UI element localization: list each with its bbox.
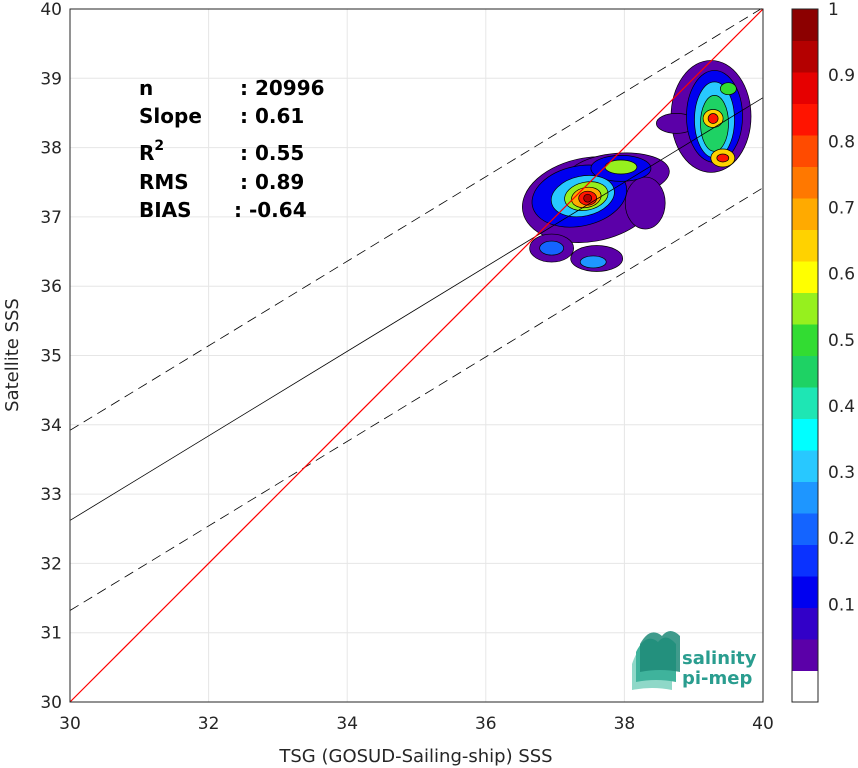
y-tick-label: 37 xyxy=(40,208,62,228)
stats-box: n : 20996 Slope : 0.61 R2 : 0.55 RMS : 0… xyxy=(139,76,325,222)
density-contour xyxy=(719,82,737,96)
colorbar-segment xyxy=(792,639,818,671)
y-tick-label: 39 xyxy=(40,69,62,89)
stat-bias-label: BIAS xyxy=(139,198,192,222)
lower-envelope-line xyxy=(69,187,764,611)
logo-line1: salinity xyxy=(682,648,757,669)
x-tick-label: 32 xyxy=(198,714,220,734)
y-tick-label: 35 xyxy=(40,347,62,367)
colorbar-segment xyxy=(792,513,818,545)
colorbar-tick-label: 0.4 xyxy=(828,397,855,417)
y-tick-label: 38 xyxy=(40,139,62,159)
regression-line xyxy=(69,97,764,521)
y-tick-label: 30 xyxy=(40,693,62,713)
colorbar-segment xyxy=(792,481,818,514)
stat-n-label: n xyxy=(139,76,153,100)
x-tick-label: 34 xyxy=(336,714,358,734)
colorbar-tick-label: 0.7 xyxy=(828,198,855,218)
colorbar-segment xyxy=(792,670,818,703)
colorbar-tick-label: 1 xyxy=(828,0,839,20)
colorbar-ticks: 0.1 0.2 0.3 0.4 0.5 0.6 0.7 0.8 0.9 1 xyxy=(828,0,855,615)
colorbar-segment xyxy=(792,387,818,419)
upper-envelope-line xyxy=(69,7,764,431)
y-tick-label: 36 xyxy=(40,277,62,297)
y-tick-label: 32 xyxy=(40,554,62,574)
stat-rms-value: : 0.89 xyxy=(240,170,304,194)
density-contour xyxy=(539,240,564,256)
colorbar xyxy=(791,8,819,703)
colorbar-segment xyxy=(792,261,818,293)
density-contour xyxy=(707,113,719,124)
wave-logo-icon xyxy=(632,631,680,690)
stat-rms-label: RMS xyxy=(139,170,189,194)
stat-bias-value: : -0.64 xyxy=(234,198,307,222)
colorbar-segment xyxy=(792,544,818,577)
density-contour xyxy=(624,176,666,230)
colorbar-segment xyxy=(792,9,818,41)
colorbar-segment xyxy=(792,135,818,167)
density-contour xyxy=(579,255,607,269)
colorbar-tick-label: 0.6 xyxy=(828,265,855,285)
y-tick-label: 33 xyxy=(40,485,62,505)
one-to-one-line xyxy=(69,8,764,703)
colorbar-segment xyxy=(792,72,818,104)
colorbar-tick-label: 0.8 xyxy=(828,132,855,152)
colorbar-segment xyxy=(792,450,818,482)
x-axis-label: TSG (GOSUD-Sailing-ship) SSS xyxy=(278,746,552,767)
colorbar-segment xyxy=(792,198,818,230)
colorbar-tick-label: 0.3 xyxy=(828,463,855,483)
density-contour xyxy=(583,193,593,203)
colorbar-segment xyxy=(792,103,818,136)
x-tick-label: 40 xyxy=(752,714,774,734)
stat-slope-label: Slope xyxy=(139,104,202,128)
stat-r2-sup: 2 xyxy=(154,138,164,154)
x-axis-ticks: 30 32 34 36 38 40 xyxy=(59,714,774,734)
colorbar-segment xyxy=(792,418,818,451)
y-tick-label: 34 xyxy=(40,416,62,436)
colorbar-segment xyxy=(792,355,818,388)
y-tick-label: 40 xyxy=(40,0,62,20)
stat-slope-value: : 0.61 xyxy=(240,104,304,128)
stat-r2-label: R2 xyxy=(139,138,164,165)
reference-lines xyxy=(69,7,764,703)
colorbar-segment xyxy=(792,576,818,608)
colorbar-tick-label: 0.5 xyxy=(828,331,855,351)
salinity-pimep-logo: salinity pi-mep xyxy=(632,631,757,690)
y-tick-label: 31 xyxy=(40,624,62,644)
colorbar-segment xyxy=(792,166,818,199)
colorbar-segment xyxy=(792,607,818,640)
colorbar-tick-label: 0.2 xyxy=(828,529,855,549)
colorbar-segment xyxy=(792,324,818,356)
stat-n-value: : 20996 xyxy=(240,76,325,100)
colorbar-tick-label: 0.1 xyxy=(828,595,855,615)
colorbar-tick-label: 0.9 xyxy=(828,66,855,86)
plot-frame xyxy=(69,8,764,703)
colorbar-frame xyxy=(791,8,819,703)
x-tick-label: 30 xyxy=(59,714,81,734)
density-contour xyxy=(716,153,730,163)
y-axis-label: Satellite SSS xyxy=(2,298,23,412)
x-tick-label: 36 xyxy=(475,714,497,734)
stat-r2-base: R xyxy=(139,141,154,165)
colorbar-segment xyxy=(792,40,818,73)
logo-line2: pi-mep xyxy=(682,668,752,689)
stat-r2-value: : 0.55 xyxy=(240,141,304,165)
colorbar-segment xyxy=(792,229,818,262)
density-contours xyxy=(522,60,752,272)
colorbar-segment xyxy=(792,292,818,325)
y-axis-ticks: 30 31 32 33 34 35 36 37 38 39 40 xyxy=(40,0,62,713)
x-tick-label: 38 xyxy=(614,714,636,734)
